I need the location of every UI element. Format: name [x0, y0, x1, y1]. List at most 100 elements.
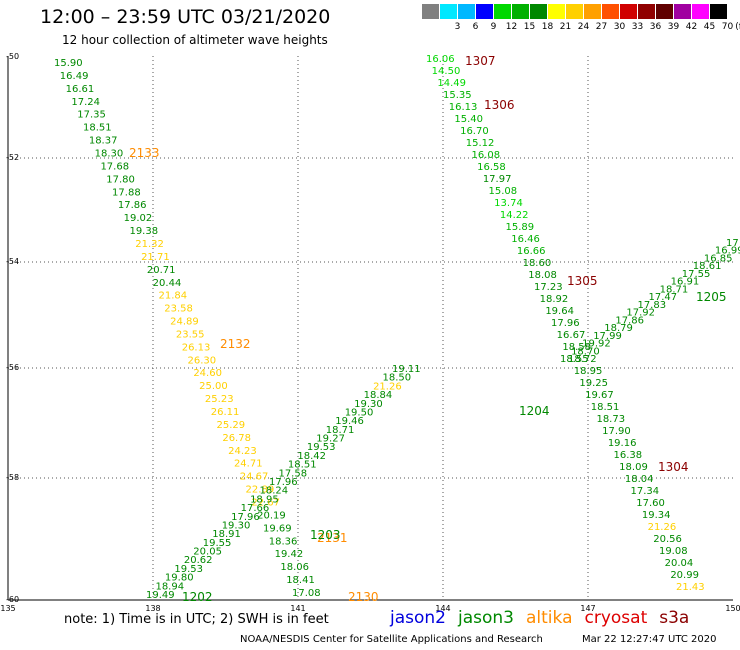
wave-height-value: 18.06	[280, 562, 309, 573]
wave-height-value: 26.11	[211, 407, 240, 418]
pass-number-label: 1204	[519, 404, 550, 418]
wave-height-value: 22.89	[246, 485, 275, 496]
wave-height-value: 16.66	[517, 246, 546, 257]
wave-height-value: 18.51	[288, 460, 317, 471]
wave-height-value: 17.96	[231, 512, 260, 523]
wave-height-value: 16.13	[449, 102, 478, 113]
wave-height-value: 19.30	[354, 399, 383, 410]
color-scale-swatch	[638, 4, 655, 19]
pass-number-label: 1307	[465, 54, 496, 68]
wave-height-value: 16.49	[60, 71, 89, 82]
longitude-tick-label: 135	[0, 604, 16, 613]
wave-height-value: 15.35	[443, 90, 472, 101]
wave-height-value: 17.23	[534, 282, 563, 293]
wave-height-value: 13.74	[494, 198, 523, 209]
wave-height-value: 17.96	[551, 318, 580, 329]
color-scale-label: 70	[721, 22, 734, 32]
wave-height-value: 18.42	[297, 451, 326, 462]
wave-height-value: 17.80	[106, 174, 135, 185]
color-scale-label: 30	[613, 22, 626, 32]
wave-height-value: 16.85	[704, 253, 733, 264]
wave-height-value: 16.67	[557, 330, 586, 341]
latitude-tick-label: -60	[6, 595, 20, 604]
wave-height-value: 14.22	[500, 210, 529, 221]
wave-height-value: 21.26	[373, 381, 402, 392]
wave-height-value: 19.42	[275, 549, 304, 560]
wave-height-value: 18.73	[596, 414, 625, 425]
footnote: note: 1) Time is in UTC; 2) SWH is in fe…	[64, 612, 329, 627]
wave-height-value: 20.71	[147, 265, 176, 276]
altimeter-tracks: 15.90 16.49 16.61 17.24 17.35 18.51 18.3718.30…	[54, 54, 740, 601]
wave-height-value: 17.34	[631, 486, 660, 497]
wave-height-value: 18.24	[260, 486, 289, 497]
wave-height-value: 17	[726, 238, 739, 249]
wave-height-value: 18.08	[528, 270, 557, 281]
wave-height-value: 17.47	[649, 292, 678, 303]
wave-height-value: 16.99	[715, 246, 740, 257]
wave-height-value: 19.46	[335, 416, 364, 427]
wave-height-value: 18.30	[95, 148, 124, 159]
color-scale-swatch	[656, 4, 673, 19]
wave-height-value: 18.95	[574, 366, 603, 377]
wave-height-value: 26.13	[182, 342, 211, 353]
credit-line: NOAA/NESDIS Center for Satellite Applica…	[240, 634, 543, 645]
wave-height-value: 17.08	[292, 588, 321, 599]
wave-height-value: 17.35	[77, 110, 106, 121]
wave-height-value: 17.83	[637, 300, 666, 311]
wave-height-value: 19.25	[579, 378, 608, 389]
track-1306: 16.0614.5014.4915.3516.1315.4016.7015.12…	[426, 54, 705, 593]
color-scale-label: 27	[595, 22, 608, 32]
wave-height-value: 22.67	[251, 498, 280, 509]
wave-height-value: 16.91	[671, 277, 700, 288]
track-2133: 15.90 16.49 16.61 17.24 17.35 18.51 18.3718.30…	[54, 58, 321, 599]
wave-height-value: 24.71	[234, 459, 263, 470]
wave-height-value: 17.88	[112, 187, 141, 198]
pass-labels: 2133 2132 2131 2130 1202 1203 1204 1205 1307 1306…	[129, 54, 727, 604]
color-scale-label: 42	[685, 22, 698, 32]
latitude-tick-label: -54	[6, 257, 20, 266]
wave-height-value: 24.67	[240, 472, 269, 483]
longitude-tick-label: 147	[580, 604, 596, 613]
wave-height-value: 19.53	[307, 442, 336, 453]
wave-height-value: 16.61	[66, 84, 95, 95]
wave-height-value: 17.97	[483, 174, 512, 185]
wave-height-value: 18.09	[619, 462, 648, 473]
wave-height-value: 18.36	[269, 536, 298, 547]
pass-number-label: 1305	[567, 274, 598, 288]
wave-height-value: 18.55	[560, 354, 589, 365]
wave-height-value: 21.84	[158, 291, 187, 302]
color-scale-label: 6	[472, 22, 479, 32]
wave-height-value: 15.08	[489, 186, 518, 197]
wave-height-value: 16.08	[471, 150, 500, 161]
wave-height-value: 20.62	[184, 555, 213, 566]
wave-height-value: 21.43	[676, 582, 705, 593]
pass-number-label: 2132	[220, 337, 251, 351]
pass-number-label: 1205	[696, 290, 727, 304]
color-scale-swatch	[620, 4, 637, 19]
latitude-tick-label: -50	[6, 52, 20, 61]
longitude-tick-label: 138	[145, 604, 161, 613]
color-scale-label: 36	[649, 22, 662, 32]
wave-height-value: 18.71	[326, 425, 355, 436]
wave-height-value: 20.99	[670, 570, 699, 581]
pass-number-label: 1306	[484, 98, 515, 112]
wave-height-value: 17.90	[602, 426, 631, 437]
wave-height-value: 18.41	[286, 575, 315, 586]
wave-height-value: 17.66	[241, 503, 270, 514]
wave-height-value: 17.96	[269, 477, 298, 488]
wave-height-value: 16.46	[511, 234, 540, 245]
wave-height-value: 15.90	[54, 58, 83, 69]
wave-height-value: 18.60	[523, 258, 552, 269]
wave-height-value: 20.19	[257, 510, 286, 521]
wave-height-value: 19.50	[345, 407, 374, 418]
wave-height-value: 18.51	[591, 402, 620, 413]
page-title: 12:00 – 23:59 UTC 03/21/2020	[40, 6, 331, 28]
wave-height-value: 18.91	[212, 529, 241, 540]
wave-height-value: 20.56	[653, 534, 682, 545]
wave-height-value: 15.40	[454, 114, 483, 125]
wave-height-value: 19.30	[222, 520, 251, 531]
wave-height-value: 25.23	[205, 394, 234, 405]
wave-height-value: 15.12	[466, 138, 495, 149]
color-scale-unit: (ft)	[735, 22, 740, 32]
